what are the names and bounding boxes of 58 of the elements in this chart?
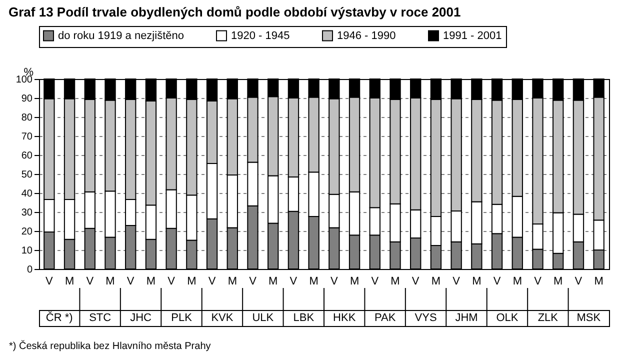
- x-tick-label: M: [146, 276, 156, 288]
- y-tick-label: 40: [21, 188, 33, 200]
- x-tick-label: V: [290, 276, 298, 288]
- text: PAK: [374, 312, 396, 324]
- x-tick-label: M: [268, 276, 278, 288]
- y-tick-label: 80: [21, 112, 33, 124]
- x-tick-label: V: [86, 276, 94, 288]
- x-tick-label: M: [594, 276, 604, 288]
- x-tick-label: M: [431, 276, 441, 288]
- x-tick-label: V: [534, 276, 542, 288]
- text: PLK: [171, 312, 193, 324]
- x-tick-label: M: [554, 276, 563, 288]
- x-tick-label: M: [512, 276, 522, 288]
- text: KVK: [211, 312, 234, 324]
- x-tick-label: M: [390, 276, 400, 288]
- legend-label: 1946 - 1990: [337, 30, 396, 42]
- x-tick-label: M: [350, 276, 360, 288]
- y-tick-label: 90: [21, 94, 33, 104]
- text: ČR *): [46, 311, 73, 324]
- y-tick-label: 70: [21, 132, 33, 142]
- legend-label: do roku 1919 a nezjištěno: [58, 30, 184, 42]
- x-tick-label: M: [228, 276, 237, 288]
- x-tick-label: V: [46, 276, 54, 288]
- text: JHC: [130, 312, 152, 324]
- y-tick-label: 20: [21, 226, 33, 238]
- x-tick-label: V: [412, 276, 420, 288]
- y-tick-label: 50: [21, 170, 33, 180]
- x-tick-label: M: [106, 276, 115, 288]
- x-tick-label: V: [574, 276, 583, 288]
- x-tick-label: V: [168, 276, 176, 288]
- legend-label: 1991 - 2001: [443, 30, 502, 42]
- x-tick-label: V: [249, 276, 258, 288]
- x-tick-label: M: [64, 276, 74, 288]
- x-tick-label: V: [371, 276, 380, 288]
- text: MSK: [576, 312, 602, 324]
- text: HKK: [333, 312, 356, 324]
- x-tick-label: M: [472, 276, 482, 288]
- text: OLK: [496, 312, 519, 324]
- x-tick-label: V: [452, 276, 461, 288]
- x-tick-label: V: [330, 276, 339, 288]
- text: ULK: [252, 312, 274, 324]
- text: STC: [89, 312, 112, 324]
- x-tick-label: V: [208, 276, 216, 288]
- x-tick-label: M: [187, 276, 196, 288]
- text: JHM: [455, 312, 478, 324]
- x-tick-label: V: [126, 276, 135, 288]
- y-tick-label: 0: [26, 264, 33, 276]
- text: LBK: [293, 312, 315, 324]
- text: VYS: [414, 312, 437, 324]
- y-tick-label: 10: [21, 246, 33, 256]
- text: ZLK: [538, 312, 559, 324]
- text: *) Česká republika bez Hlavního města Prahy: [9, 340, 211, 352]
- x-tick-label: M: [309, 276, 318, 288]
- legend-label: 1920 - 1945: [231, 30, 290, 42]
- y-tick-label: 30: [21, 208, 33, 218]
- chart-title: Graf 13 Podíl trvale obydlených domů podle období výstavby v roce 2001: [8, 4, 461, 20]
- x-tick-label: V: [493, 276, 502, 288]
- y-tick-label: 60: [21, 150, 33, 162]
